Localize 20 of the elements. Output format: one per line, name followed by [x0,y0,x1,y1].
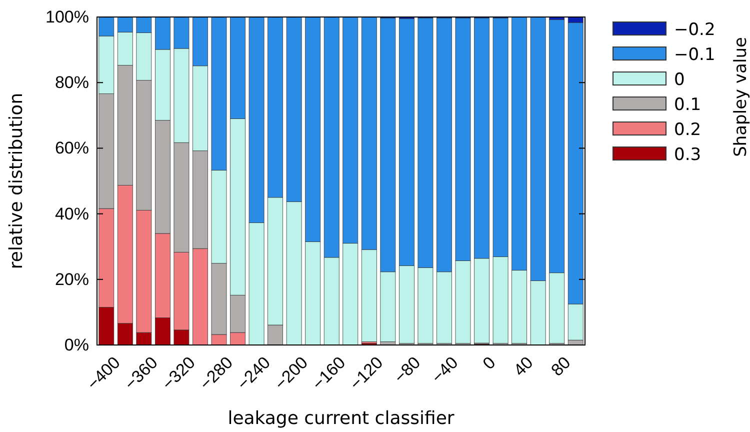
y-axis-title: relative distribution [6,92,27,270]
x-tick-label: 80 [548,353,574,380]
x-tick-label: −80 [390,353,424,387]
x-tick-label: 0 [479,353,500,374]
legend-title: Shapley value [731,37,750,157]
y-tick-label: 60% [54,138,89,158]
y-tick-label: 40% [54,204,89,224]
legend-label: 0.1 [674,95,702,115]
y-tick-label: 80% [54,73,89,92]
x-axis-title: leakage current classifier [228,408,455,429]
y-tick-label: 100% [46,7,89,26]
legend-label: 0.2 [674,120,702,140]
x-tick-label: 40 [510,353,537,380]
y-tick-label: 20% [54,270,89,289]
x-tick-label: −40 [428,353,462,387]
legend-label: −0.1 [674,45,716,65]
legend-label: 0.3 [674,145,702,165]
y-tick-label: 0% [64,335,89,354]
legend-label: −0.2 [674,20,716,40]
legend-label: 0 [674,70,685,90]
